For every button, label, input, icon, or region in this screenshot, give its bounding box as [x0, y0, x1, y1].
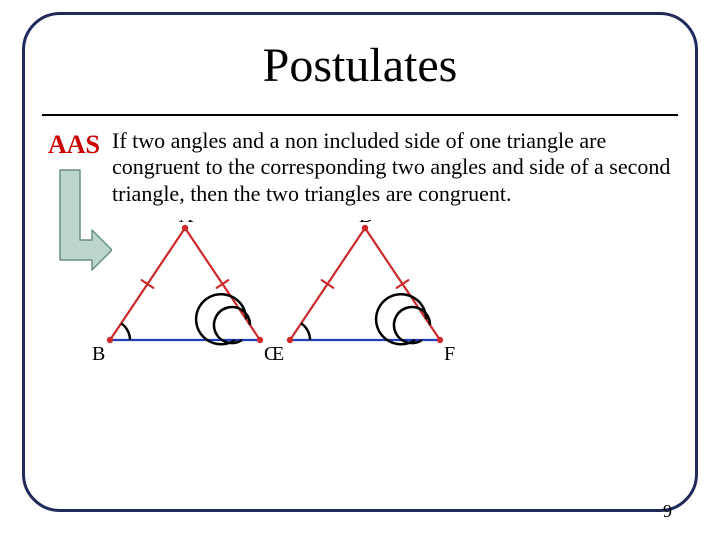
svg-text:D: D	[359, 220, 373, 227]
triangles-diagram: ABCDEF	[90, 220, 470, 385]
svg-text:E: E	[272, 343, 284, 365]
postulate-description: If two angles and a non included side of…	[112, 128, 672, 207]
page-number: 9	[663, 501, 672, 522]
postulate-abbrev: AAS	[48, 130, 100, 160]
svg-text:A: A	[179, 220, 194, 227]
svg-text:B: B	[92, 343, 105, 365]
title-underline	[42, 114, 678, 116]
slide-title: Postulates	[0, 38, 720, 93]
svg-text:F: F	[444, 343, 455, 365]
